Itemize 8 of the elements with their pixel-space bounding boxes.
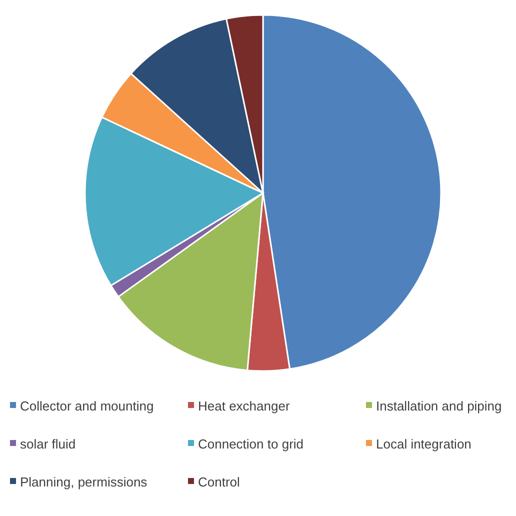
legend-label: Local integration (376, 436, 472, 452)
legend-label: solar fluid (20, 436, 76, 452)
legend-label: Control (198, 474, 240, 490)
legend-label: Connection to grid (198, 436, 304, 452)
legend-label: Heat exchanger (198, 398, 290, 414)
legend-label: Installation and piping (376, 398, 502, 414)
legend-label: Planning, permissions (20, 474, 148, 490)
legend-label: Collector and mounting (20, 398, 154, 414)
